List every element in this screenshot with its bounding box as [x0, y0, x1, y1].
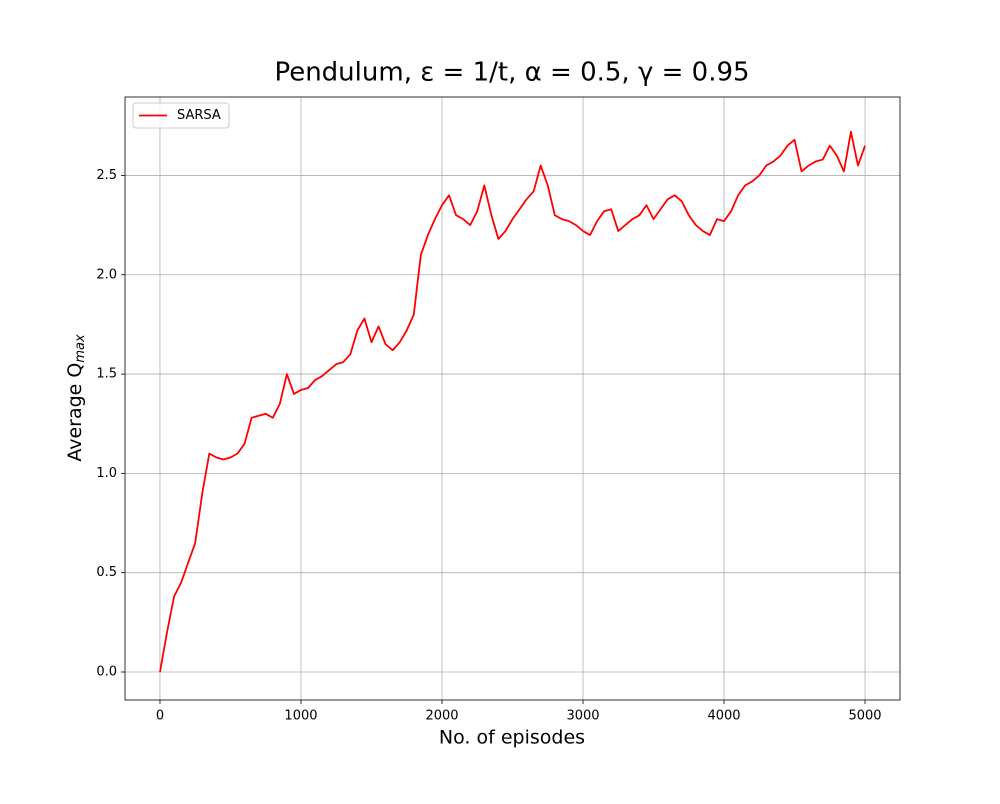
y-tick-label: 1.5 [96, 367, 117, 382]
x-tick-label: 1000 [284, 709, 317, 724]
x-tick-label: 0 [156, 709, 164, 724]
chart-title: Pendulum, ε = 1/t, α = 0.5, γ = 0.95 [274, 58, 749, 88]
y-tick-label: 2.5 [96, 168, 117, 183]
series-line [159, 130, 866, 673]
x-tick-label: 4000 [707, 709, 740, 724]
x-tick-label: 5000 [848, 709, 881, 724]
y-tick-label: 2.0 [96, 267, 117, 282]
y-tick-label: 0.0 [96, 664, 117, 679]
y-axis-label: Average Qmax [64, 334, 88, 462]
x-tick-label: 2000 [425, 709, 458, 724]
legend-label: SARSA [177, 108, 221, 123]
y-label-subscript: max [73, 334, 88, 363]
x-tick-label: 3000 [566, 709, 599, 724]
y-tick-label: 1.0 [96, 466, 117, 481]
legend-box [132, 102, 230, 129]
y-tick-label: 0.5 [96, 565, 117, 580]
x-axis-label: No. of episodes [439, 727, 585, 749]
y-label-text: Average Q [64, 363, 86, 462]
axes-frame [124, 96, 901, 701]
